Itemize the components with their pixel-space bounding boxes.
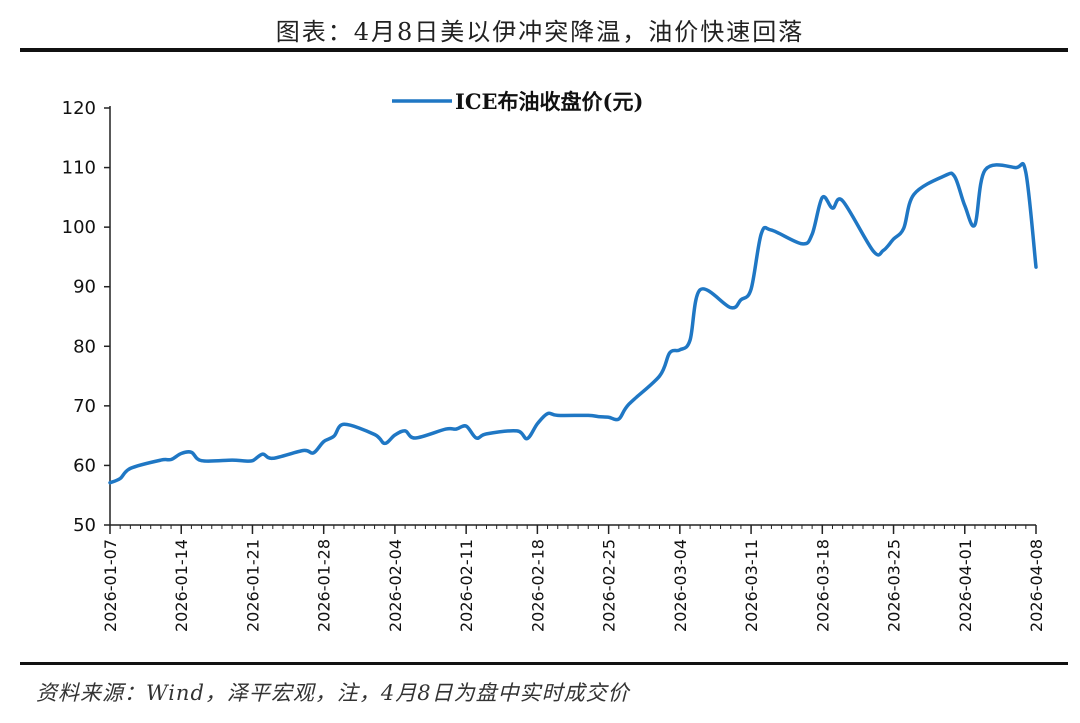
x-tick-label: 2026-03-04 — [671, 539, 690, 632]
x-tick-label: 2026-01-14 — [172, 539, 191, 632]
chart-title: 图表：4月8日美以伊冲突降温，油价快速回落 — [275, 18, 805, 46]
x-tick-label: 2026-01-07 — [101, 539, 120, 632]
x-tick-label: 2026-02-04 — [386, 539, 405, 632]
chart-canvas: 50 60 70 80 90 100 110 120 2026-01-07 2026-01-14 2… — [62, 89, 1046, 632]
x-tick-label: 2026-03-18 — [813, 539, 832, 632]
x-tick-label: 2026-02-11 — [457, 539, 476, 632]
x-tick-label: 2026-01-21 — [243, 539, 262, 632]
legend-label: ICE布油收盘价(元) — [455, 89, 643, 114]
x-tick-label: 2026-02-25 — [600, 539, 619, 632]
series-line-brent — [108, 161, 1038, 485]
source-note: 资料来源：Wind，泽平宏观，注，4月8日为盘中实时成交价 — [36, 681, 630, 705]
bottom-rule — [20, 662, 1068, 665]
y-tick-label: 110 — [62, 158, 96, 179]
x-tick-label: 2026-03-25 — [885, 539, 904, 632]
y-tick-label: 120 — [62, 98, 96, 119]
y-tick-label: 70 — [73, 396, 96, 417]
y-tick-label: 80 — [73, 336, 96, 357]
y-tick-label: 100 — [62, 217, 96, 238]
x-tick-label: 2026-03-11 — [742, 539, 761, 632]
x-tick-label: 2026-04-01 — [956, 539, 975, 632]
x-tick-label: 2026-02-18 — [528, 539, 547, 632]
x-tick-label: 2026-04-08 — [1027, 539, 1046, 632]
x-tick-label: 2026-01-28 — [315, 539, 334, 632]
y-tick-label: 50 — [73, 515, 96, 536]
y-tick-label: 60 — [73, 455, 96, 476]
top-rule — [20, 48, 1068, 52]
y-tick-label: 90 — [73, 277, 96, 298]
